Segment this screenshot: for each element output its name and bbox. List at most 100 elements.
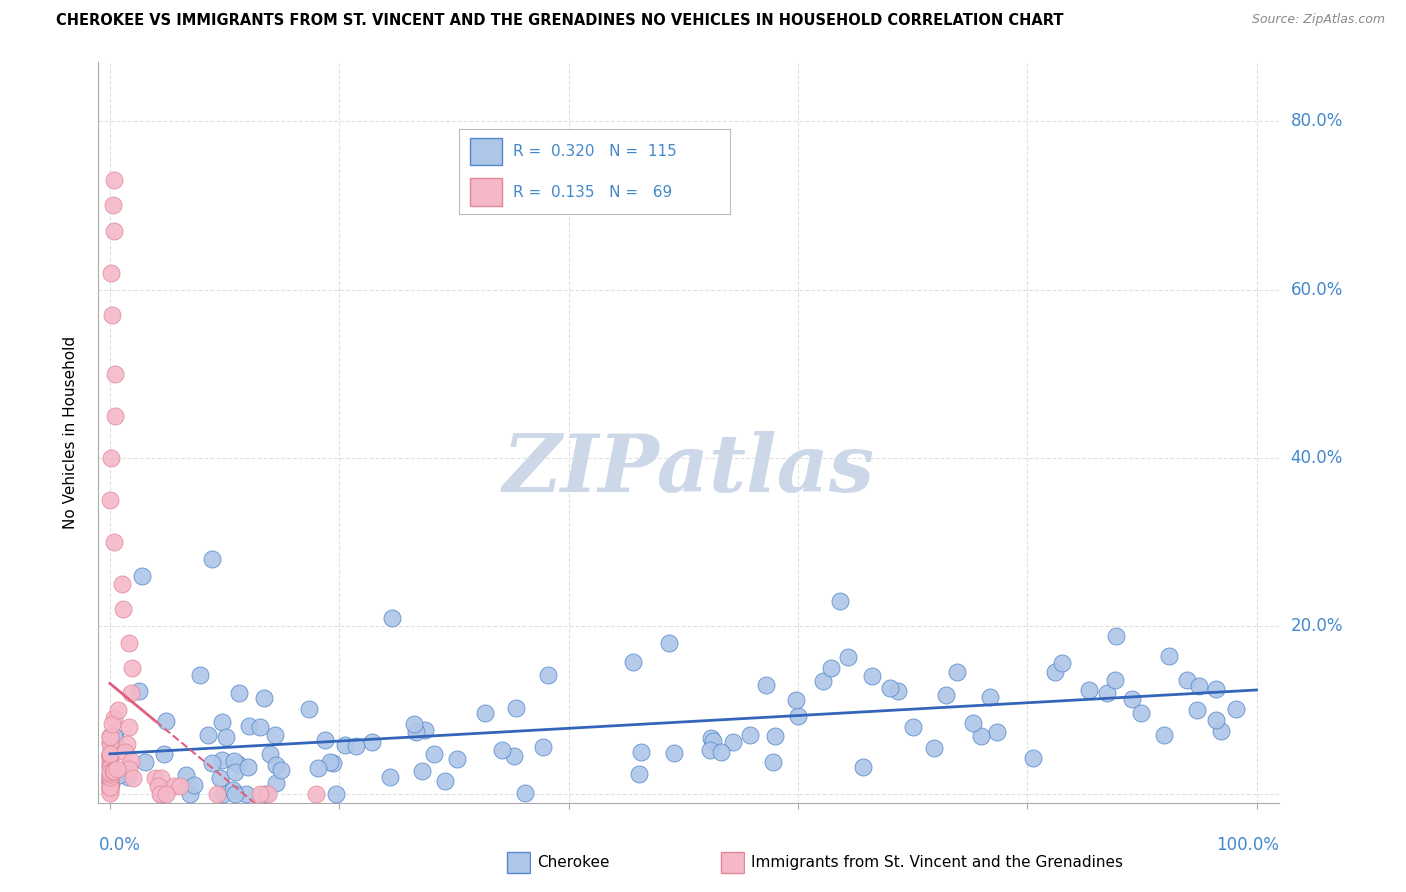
Point [98, 766, 121, 780]
Point [98, 758, 121, 772]
Point [98, 775, 121, 789]
Point [381, 610, 404, 624]
Point [1050, 656, 1073, 670]
Point [1021, 751, 1043, 765]
Point [820, 661, 842, 675]
Point [1153, 728, 1175, 742]
Point [264, 776, 287, 790]
Point [860, 668, 883, 682]
Point [1105, 629, 1128, 643]
Point [98, 781, 121, 796]
Point [98, 747, 121, 761]
Point [253, 691, 276, 706]
Text: Cherokee: Cherokee [537, 855, 610, 870]
Text: Source: ZipAtlas.com: Source: ZipAtlas.com [1251, 13, 1385, 27]
Point [201, 756, 224, 771]
Point [1225, 702, 1247, 716]
Point [108, 768, 131, 782]
Point [378, 770, 401, 784]
Text: 20.0%: 20.0% [1291, 617, 1343, 635]
Point [118, 636, 141, 650]
Point [98, 772, 121, 787]
Point [699, 742, 721, 756]
Point [474, 706, 496, 721]
Point [149, 788, 172, 802]
Point [121, 661, 143, 675]
Point [118, 720, 141, 734]
Point [887, 684, 910, 698]
Point [98, 780, 121, 794]
Point [120, 686, 142, 700]
Point [627, 766, 650, 780]
Point [98, 730, 121, 744]
Point [146, 779, 169, 793]
Point [344, 739, 367, 753]
Point [111, 602, 134, 616]
Point [101, 308, 124, 322]
Text: 60.0%: 60.0% [1291, 281, 1343, 299]
Point [103, 764, 125, 779]
Point [179, 788, 201, 802]
Point [224, 764, 246, 779]
Point [702, 734, 724, 748]
Point [98, 783, 121, 797]
Point [183, 778, 205, 792]
Point [228, 756, 250, 771]
Point [201, 551, 224, 566]
Point [224, 788, 246, 802]
Point [98, 780, 121, 794]
Point [270, 763, 292, 777]
Point [98, 766, 121, 780]
Point [150, 771, 173, 785]
Point [505, 701, 527, 715]
Point [103, 764, 125, 778]
Point [222, 783, 245, 797]
Point [298, 701, 321, 715]
Point [322, 756, 344, 771]
Point [98, 758, 121, 772]
Point [264, 729, 287, 743]
Point [209, 771, 232, 785]
Point [361, 735, 384, 749]
Point [1157, 649, 1180, 664]
Point [101, 716, 124, 731]
Point [101, 198, 124, 212]
Point [411, 764, 433, 778]
Point [98, 772, 121, 786]
Point [153, 747, 176, 761]
Point [1205, 713, 1227, 727]
Point [333, 738, 356, 752]
Point [630, 745, 652, 759]
Point [1129, 706, 1152, 721]
Point [325, 788, 347, 802]
Point [98, 750, 121, 764]
Point [433, 774, 456, 789]
Point [98, 780, 121, 795]
Point [1205, 682, 1227, 697]
Point [491, 742, 513, 756]
Point [621, 655, 644, 669]
FancyBboxPatch shape [508, 852, 530, 873]
Point [1188, 679, 1211, 693]
Point [98, 492, 121, 507]
Point [114, 745, 136, 759]
Point [710, 745, 733, 759]
Point [103, 224, 125, 238]
Point [763, 729, 786, 743]
Point [813, 673, 835, 688]
Point [190, 667, 212, 681]
Point [120, 754, 142, 768]
Point [962, 716, 984, 731]
Point [249, 788, 271, 802]
Text: CHEROKEE VS IMMIGRANTS FROM ST. VINCENT AND THE GRENADINES NO VEHICLES IN HOUSEH: CHEROKEE VS IMMIGRANTS FROM ST. VINCENT … [56, 13, 1064, 29]
Point [1187, 703, 1209, 717]
Point [155, 788, 177, 802]
Point [945, 665, 967, 679]
Point [515, 786, 537, 800]
Point [100, 450, 122, 465]
Point [740, 728, 762, 742]
Point [103, 730, 125, 744]
Point [879, 681, 901, 695]
Point [100, 777, 122, 791]
Point [662, 746, 685, 760]
